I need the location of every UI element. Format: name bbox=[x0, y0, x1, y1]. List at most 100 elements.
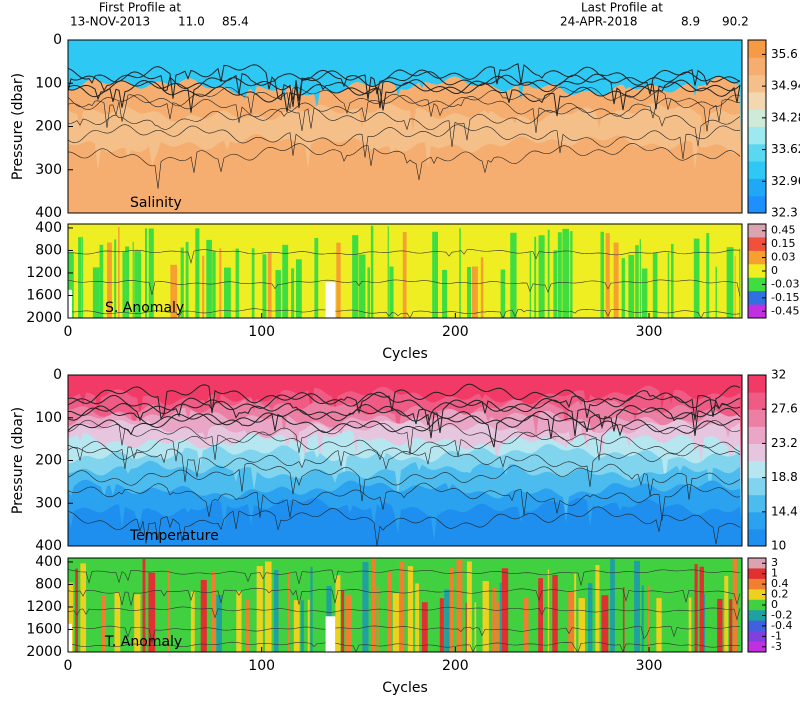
field-stripe bbox=[586, 239, 590, 318]
y-tick-label: 1200 bbox=[26, 265, 62, 281]
colorbar-band bbox=[748, 641, 766, 653]
colorbar-band bbox=[748, 178, 766, 197]
y-tick-label: 200 bbox=[35, 119, 62, 135]
last-value: 8.9 bbox=[681, 15, 700, 29]
field-stripe bbox=[466, 561, 472, 652]
field-stripe bbox=[635, 245, 639, 318]
field-stripe bbox=[170, 264, 178, 318]
field bbox=[68, 40, 742, 213]
contour-line bbox=[68, 308, 741, 318]
field-stripe bbox=[739, 248, 741, 318]
field-stripe bbox=[114, 239, 117, 318]
field-stripe bbox=[665, 270, 668, 318]
field-stripe bbox=[734, 255, 736, 318]
y-axis-label: Pressure (dbar) bbox=[10, 407, 26, 514]
field-stripe bbox=[185, 241, 189, 318]
field-stripe bbox=[439, 598, 444, 652]
field-stripe bbox=[68, 582, 74, 652]
field-stripe bbox=[392, 593, 400, 652]
colorbar-band bbox=[748, 599, 766, 611]
colorbar-band bbox=[748, 74, 766, 93]
colorbar-band bbox=[748, 477, 766, 496]
field-stripe bbox=[509, 572, 516, 652]
field-stripe bbox=[229, 559, 236, 652]
field-stripe bbox=[68, 252, 74, 318]
colorbar-tick-label: 14.4 bbox=[771, 504, 798, 518]
field-stripe bbox=[88, 579, 96, 652]
field-stripe bbox=[407, 566, 414, 652]
colorbar-tick-label: 34.28 bbox=[771, 110, 800, 124]
colorbar-band bbox=[748, 568, 766, 580]
field-stripe bbox=[399, 229, 402, 318]
colorbar-tick-label: -1 bbox=[771, 629, 782, 642]
field-stripe bbox=[552, 575, 558, 652]
field-stripe bbox=[387, 226, 389, 318]
field-stripe bbox=[622, 587, 625, 652]
field-stripe bbox=[501, 568, 509, 652]
field-stripe bbox=[613, 242, 619, 318]
colorbar-tick-label: 33.62 bbox=[771, 142, 800, 156]
field-stripe bbox=[729, 599, 733, 652]
field-stripe bbox=[658, 256, 665, 318]
field-stripe bbox=[190, 591, 195, 652]
colorbar-band bbox=[748, 57, 766, 76]
x-tick-label: 300 bbox=[636, 658, 663, 674]
colorbar-tick-label: -0.45 bbox=[771, 304, 799, 317]
field-stripe bbox=[428, 591, 435, 652]
field-stripe bbox=[310, 233, 314, 318]
gap bbox=[325, 282, 336, 318]
field-stripe bbox=[525, 257, 529, 318]
y-tick-label: 400 bbox=[35, 220, 62, 236]
y-tick-label: 100 bbox=[35, 410, 62, 426]
field-stripe bbox=[376, 226, 379, 318]
gap bbox=[325, 616, 336, 652]
contour-line bbox=[68, 279, 741, 297]
field-stripe bbox=[158, 559, 166, 652]
field-stripe bbox=[262, 254, 267, 318]
field-stripe bbox=[195, 228, 200, 318]
field-stripe bbox=[639, 239, 641, 318]
colorbar-tick-label: 18.8 bbox=[771, 470, 798, 484]
field-stripe bbox=[332, 563, 335, 652]
contour-line bbox=[68, 419, 741, 461]
field-stripe bbox=[529, 559, 535, 652]
field-stripe bbox=[180, 247, 184, 318]
field-stripe bbox=[517, 582, 520, 652]
field-stripe bbox=[588, 583, 593, 652]
field-stripe bbox=[456, 559, 463, 652]
field-stripe bbox=[519, 241, 522, 318]
contour-line bbox=[68, 397, 741, 437]
last-value: 90.2 bbox=[722, 15, 749, 29]
field-stripe bbox=[710, 244, 714, 318]
field-stripe bbox=[570, 231, 573, 318]
first-label: First Profile at bbox=[99, 1, 182, 15]
field-stripe bbox=[267, 251, 272, 318]
colorbar-band bbox=[748, 460, 766, 479]
field-stripe bbox=[523, 597, 529, 652]
colorbar-band bbox=[748, 237, 766, 252]
colorbar-tick-label: -0.2 bbox=[771, 608, 792, 621]
field-stripe bbox=[694, 564, 698, 652]
last-label: Last Profile at bbox=[581, 1, 663, 15]
colorbar-tick-label: 1 bbox=[771, 567, 778, 580]
first-date: 13-NOV-2013 bbox=[70, 15, 150, 29]
field-stripe bbox=[99, 601, 102, 652]
colorbar-band bbox=[748, 409, 766, 427]
field-stripe bbox=[300, 600, 304, 652]
field-stripe bbox=[693, 238, 700, 318]
contour-line bbox=[68, 569, 741, 586]
field-stripe bbox=[574, 252, 576, 318]
field-stripe bbox=[211, 571, 216, 652]
field-stripe bbox=[647, 586, 650, 652]
field-stripe bbox=[562, 228, 570, 318]
field-stripe bbox=[668, 595, 676, 652]
field-stripe bbox=[367, 267, 370, 318]
field-stripe bbox=[362, 562, 369, 652]
colorbar-frame bbox=[747, 223, 767, 319]
field-stripe bbox=[287, 572, 290, 652]
y-tick-label: 0 bbox=[53, 367, 62, 383]
colorbar-band bbox=[748, 250, 766, 265]
field-stripe bbox=[291, 268, 295, 318]
y-tick-label: 200 bbox=[35, 453, 62, 469]
colorbar-band bbox=[748, 426, 766, 444]
